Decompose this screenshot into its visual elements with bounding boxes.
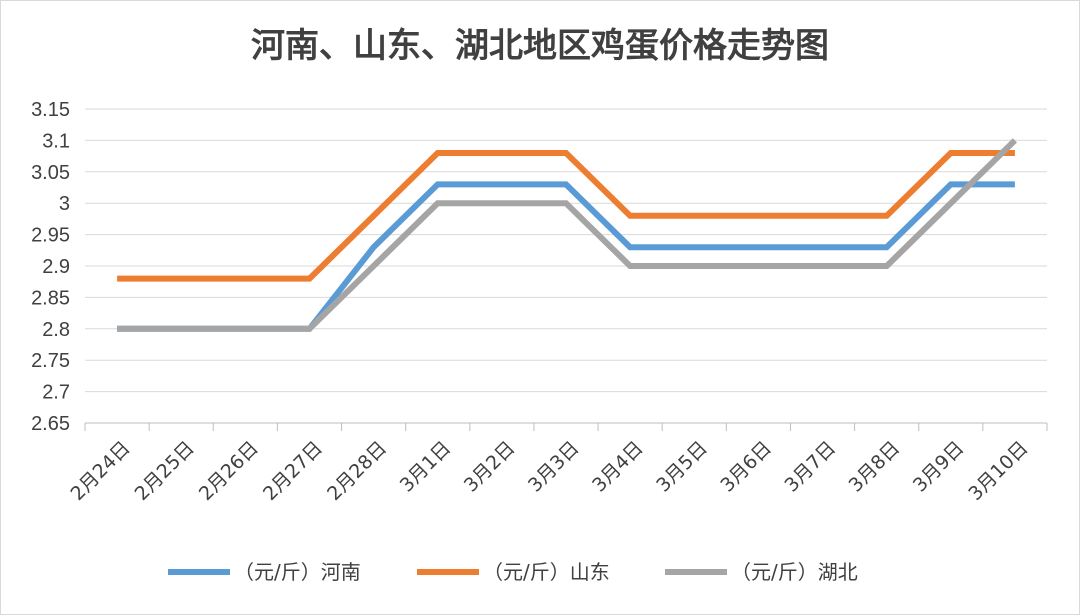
x-tick-label: 2月27日 (259, 437, 327, 505)
legend-label-hubei: （元/斤）湖北 (731, 560, 858, 584)
legend: （元/斤）河南 （元/斤）山东 （元/斤）湖北 (168, 560, 858, 584)
legend-label-shandong: （元/斤）山东 (483, 560, 610, 584)
x-tick-label: 3月8日 (845, 437, 905, 497)
x-tick-label: 3月6日 (716, 437, 776, 497)
y-tick-label: 2.95 (31, 225, 70, 247)
y-tick-label: 3.05 (31, 162, 70, 184)
series-line-hubei (117, 138, 1017, 332)
x-tick-label: 2月28日 (323, 437, 391, 505)
series-line-shandong (117, 150, 1015, 282)
legend-label-henan: （元/斤）河南 (234, 560, 361, 584)
x-tick-label: 3月7日 (781, 437, 841, 497)
x-tick-label: 3月10日 (964, 437, 1032, 505)
y-tick-label: 3 (59, 193, 70, 215)
x-tick-label: 3月2日 (460, 437, 520, 497)
y-tick-label: 2.75 (31, 350, 70, 372)
x-tick-label: 2月25日 (131, 437, 199, 505)
x-tick-label: 3月4日 (588, 437, 648, 497)
x-tick-label: 3月9日 (909, 437, 969, 497)
y-tick-label: 2.9 (42, 256, 70, 278)
y-tick-label: 2.65 (31, 413, 70, 435)
y-tick-label: 3.1 (42, 130, 70, 152)
x-tick-label: 2月26日 (195, 437, 263, 505)
y-tick-label: 2.8 (42, 319, 70, 341)
x-tick-label: 3月5日 (652, 437, 712, 497)
y-tick-label: 3.15 (31, 99, 70, 121)
y-tick-label: 2.7 (42, 382, 70, 404)
y-axis-ticks: 2.65 2.7 2.75 2.8 2.85 2.9 2.95 3 3.05 3.1 3.15 (31, 99, 70, 435)
y-tick-label: 2.85 (31, 287, 70, 309)
series-lines (117, 138, 1017, 332)
x-tick-label: 3月1日 (396, 437, 456, 497)
x-tick-label: 2月24日 (67, 437, 135, 505)
x-tick-label: 3月3日 (524, 437, 584, 497)
chart-title: 河南、山东、湖北地区鸡蛋价格走势图 (251, 26, 829, 66)
